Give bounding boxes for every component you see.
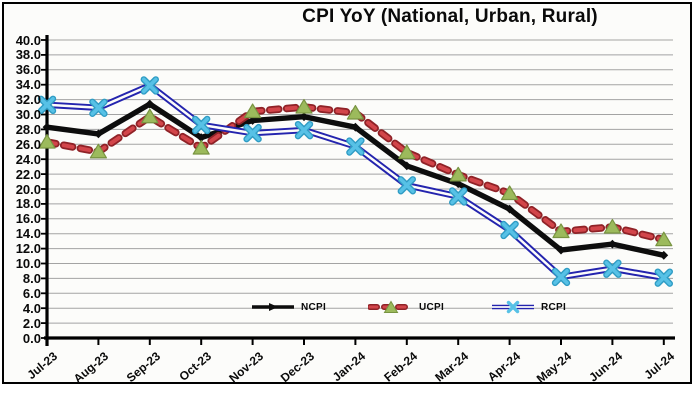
y-axis-tick-label: 2.0 [22,315,41,331]
legend-item-NCPI: NCPI [250,300,326,314]
y-axis-tick-label: 40.0 [15,32,41,48]
legend-label-UCPI: UCPI [419,301,445,313]
legend-sample-RCPI [492,300,534,314]
chart-title: CPI YoY (National, Urban, Rural) [302,6,598,27]
series-NCPI [42,99,669,260]
y-axis-tick-label: 12.0 [15,241,41,257]
y-axis-tick-label: 22.0 [15,166,41,182]
series-UCPI [38,98,673,247]
legend-sample-UCPI [368,300,414,313]
y-axis-tick-label: 18.0 [15,196,41,212]
y-axis-tick-label: 38.0 [15,47,41,63]
y-axis-tick-label: 34.0 [15,77,41,93]
legend-label-RCPI: RCPI [541,301,567,313]
legend-label-NCPI: NCPI [301,301,327,313]
y-axis-tick-label: 30.0 [15,107,41,122]
y-axis-tick-label: 16.0 [15,211,41,227]
y-axis-tick-label: 26.0 [15,136,41,152]
legend-sample-NCPI [252,303,294,311]
y-axis-tick-label: 10.0 [15,256,41,271]
chart-border-frame [2,2,692,384]
y-axis-tick-label: 4.0 [22,300,41,316]
y-axis-tick-label: 28.0 [15,121,41,137]
gridlines [47,39,673,324]
y-axis-tick-label: 6.0 [22,285,41,301]
legend-item-UCPI: UCPI [368,300,444,314]
y-axis-tick-label: 20.0 [15,181,41,197]
series-RCPI [37,76,673,287]
y-axis-tick-label: 14.0 [15,226,41,242]
y-axis-tick-label: 0.0 [22,330,41,346]
y-axis-tick-label: 36.0 [15,62,41,78]
y-axis-tick-label: 24.0 [15,151,41,167]
y-axis-tick-label: 8.0 [22,270,41,286]
legend-item-RCPI: RCPI [490,300,566,314]
axes [41,35,675,346]
y-axis-tick-label: 32.0 [15,92,41,108]
